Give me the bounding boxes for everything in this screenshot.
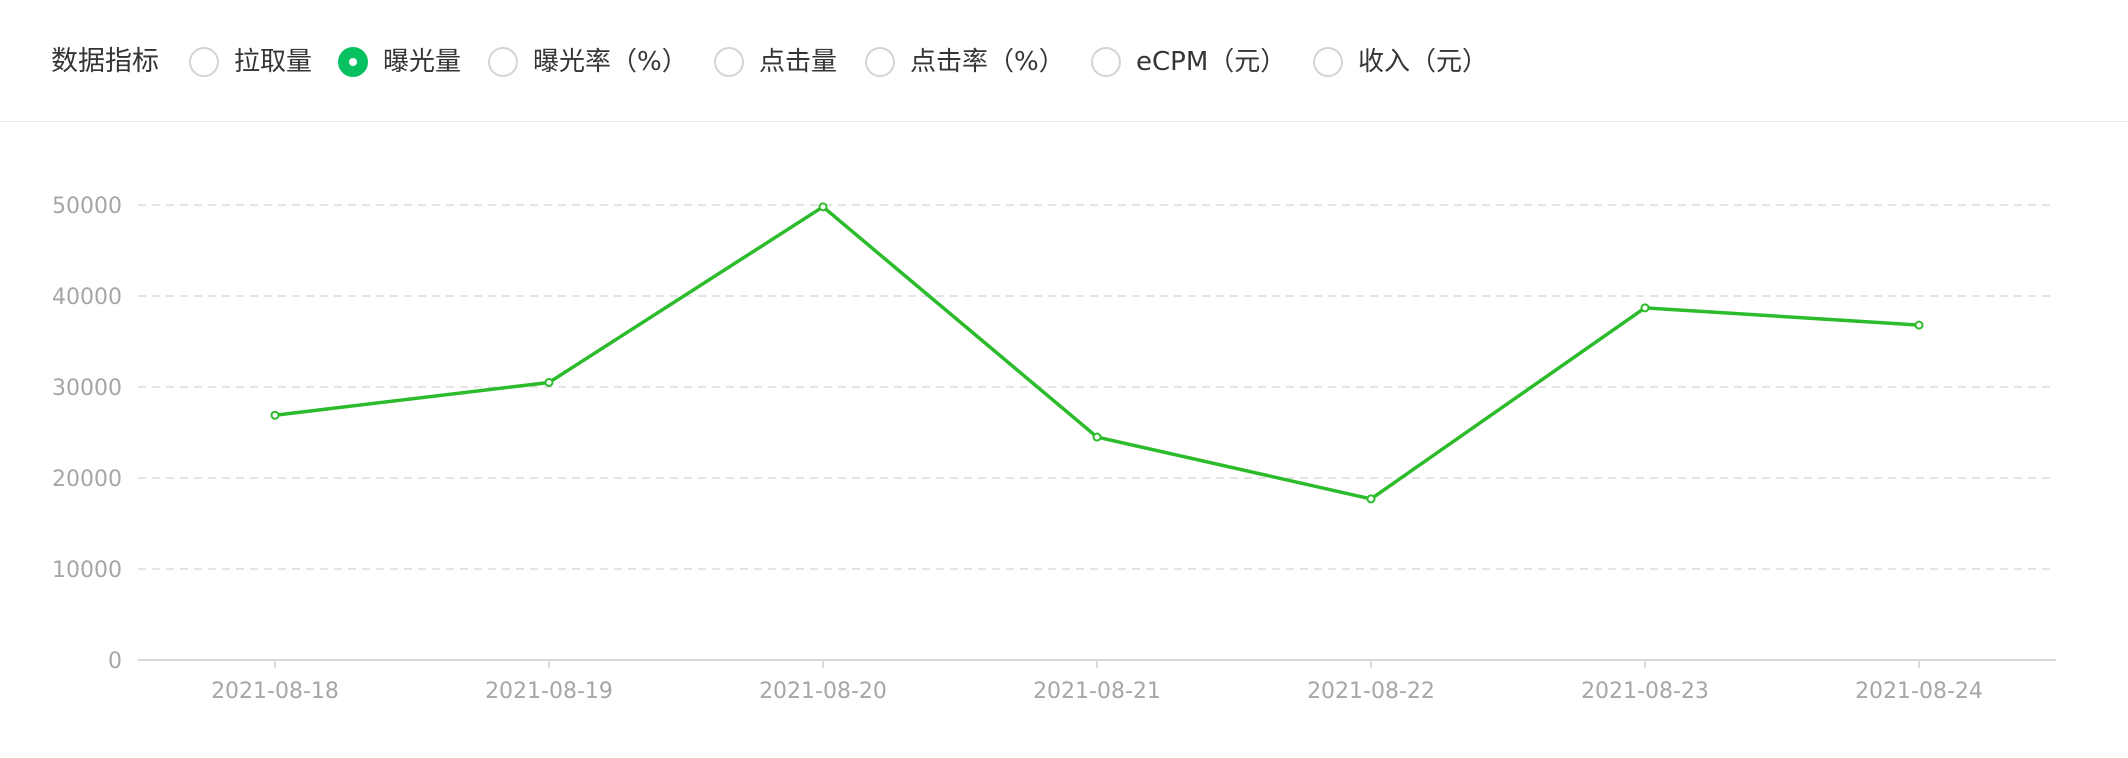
data-point — [818, 202, 828, 212]
y-tick-label: 0 — [108, 649, 122, 674]
data-point — [1092, 432, 1102, 442]
radio-icon[interactable] — [714, 47, 744, 77]
metric-option-exposure-rate[interactable]: 曝光率（%） — [488, 42, 688, 82]
x-tick-label: 2021-08-20 — [759, 679, 887, 704]
metric-option-label: 点击量 — [759, 47, 838, 77]
radio-icon[interactable] — [865, 47, 895, 77]
metric-option-label: eCPM（元） — [1136, 47, 1287, 77]
x-tick-label: 2021-08-19 — [485, 679, 613, 704]
y-tick-label: 50000 — [52, 194, 122, 219]
y-tick-label: 10000 — [52, 558, 122, 583]
metric-option-label: 曝光率（%） — [533, 47, 688, 77]
radio-icon[interactable] — [1313, 47, 1343, 77]
y-tick-label: 40000 — [52, 285, 122, 310]
data-point — [1640, 303, 1650, 313]
exposure-line-chart: 0 10000 20000 30000 40000 50000 2021-08-18 2021… — [52, 194, 2056, 704]
metric-option-revenue[interactable]: 收入（元） — [1313, 42, 1488, 82]
y-tick-label: 30000 — [52, 376, 122, 401]
data-point — [1366, 494, 1376, 504]
data-point — [270, 410, 280, 420]
radio-icon[interactable] — [338, 47, 368, 77]
radio-icon[interactable] — [488, 47, 518, 77]
x-tick-label: 2021-08-22 — [1307, 679, 1435, 704]
x-tick-label: 2021-08-24 — [1855, 679, 1983, 704]
metric-option-label: 拉取量 — [234, 47, 313, 77]
radio-icon[interactable] — [1091, 47, 1121, 77]
radio-icon[interactable] — [189, 47, 219, 77]
metric-option-pull-count[interactable]: 拉取量 — [189, 42, 312, 82]
x-tick-label: 2021-08-18 — [211, 679, 339, 704]
metric-option-label: 收入（元） — [1358, 47, 1489, 77]
metric-option-label: 曝光量 — [383, 47, 462, 77]
metric-option-click-count[interactable]: 点击量 — [714, 42, 837, 82]
metric-option-ecpm[interactable]: eCPM（元） — [1091, 42, 1286, 82]
x-tick-label: 2021-08-23 — [1581, 679, 1709, 704]
data-point — [1914, 320, 1924, 330]
metric-option-label: 点击率（%） — [910, 47, 1065, 77]
metric-option-click-rate[interactable]: 点击率（%） — [865, 42, 1065, 82]
data-point — [544, 377, 554, 387]
metric-option-exposure-count[interactable]: 曝光量 — [338, 42, 461, 82]
x-tick-label: 2021-08-21 — [1033, 679, 1161, 704]
metric-selector: 数据指标 拉取量 曝光量 曝光率（%） 点击量 点击率（%） eCPM（元） 收… — [0, 0, 2128, 122]
y-tick-label: 20000 — [52, 467, 122, 492]
metric-selector-title: 数据指标 — [51, 46, 159, 77]
series-line — [273, 205, 1921, 501]
chart-area: 0 10000 20000 30000 40000 50000 2021-08-18 2021… — [0, 122, 2128, 758]
